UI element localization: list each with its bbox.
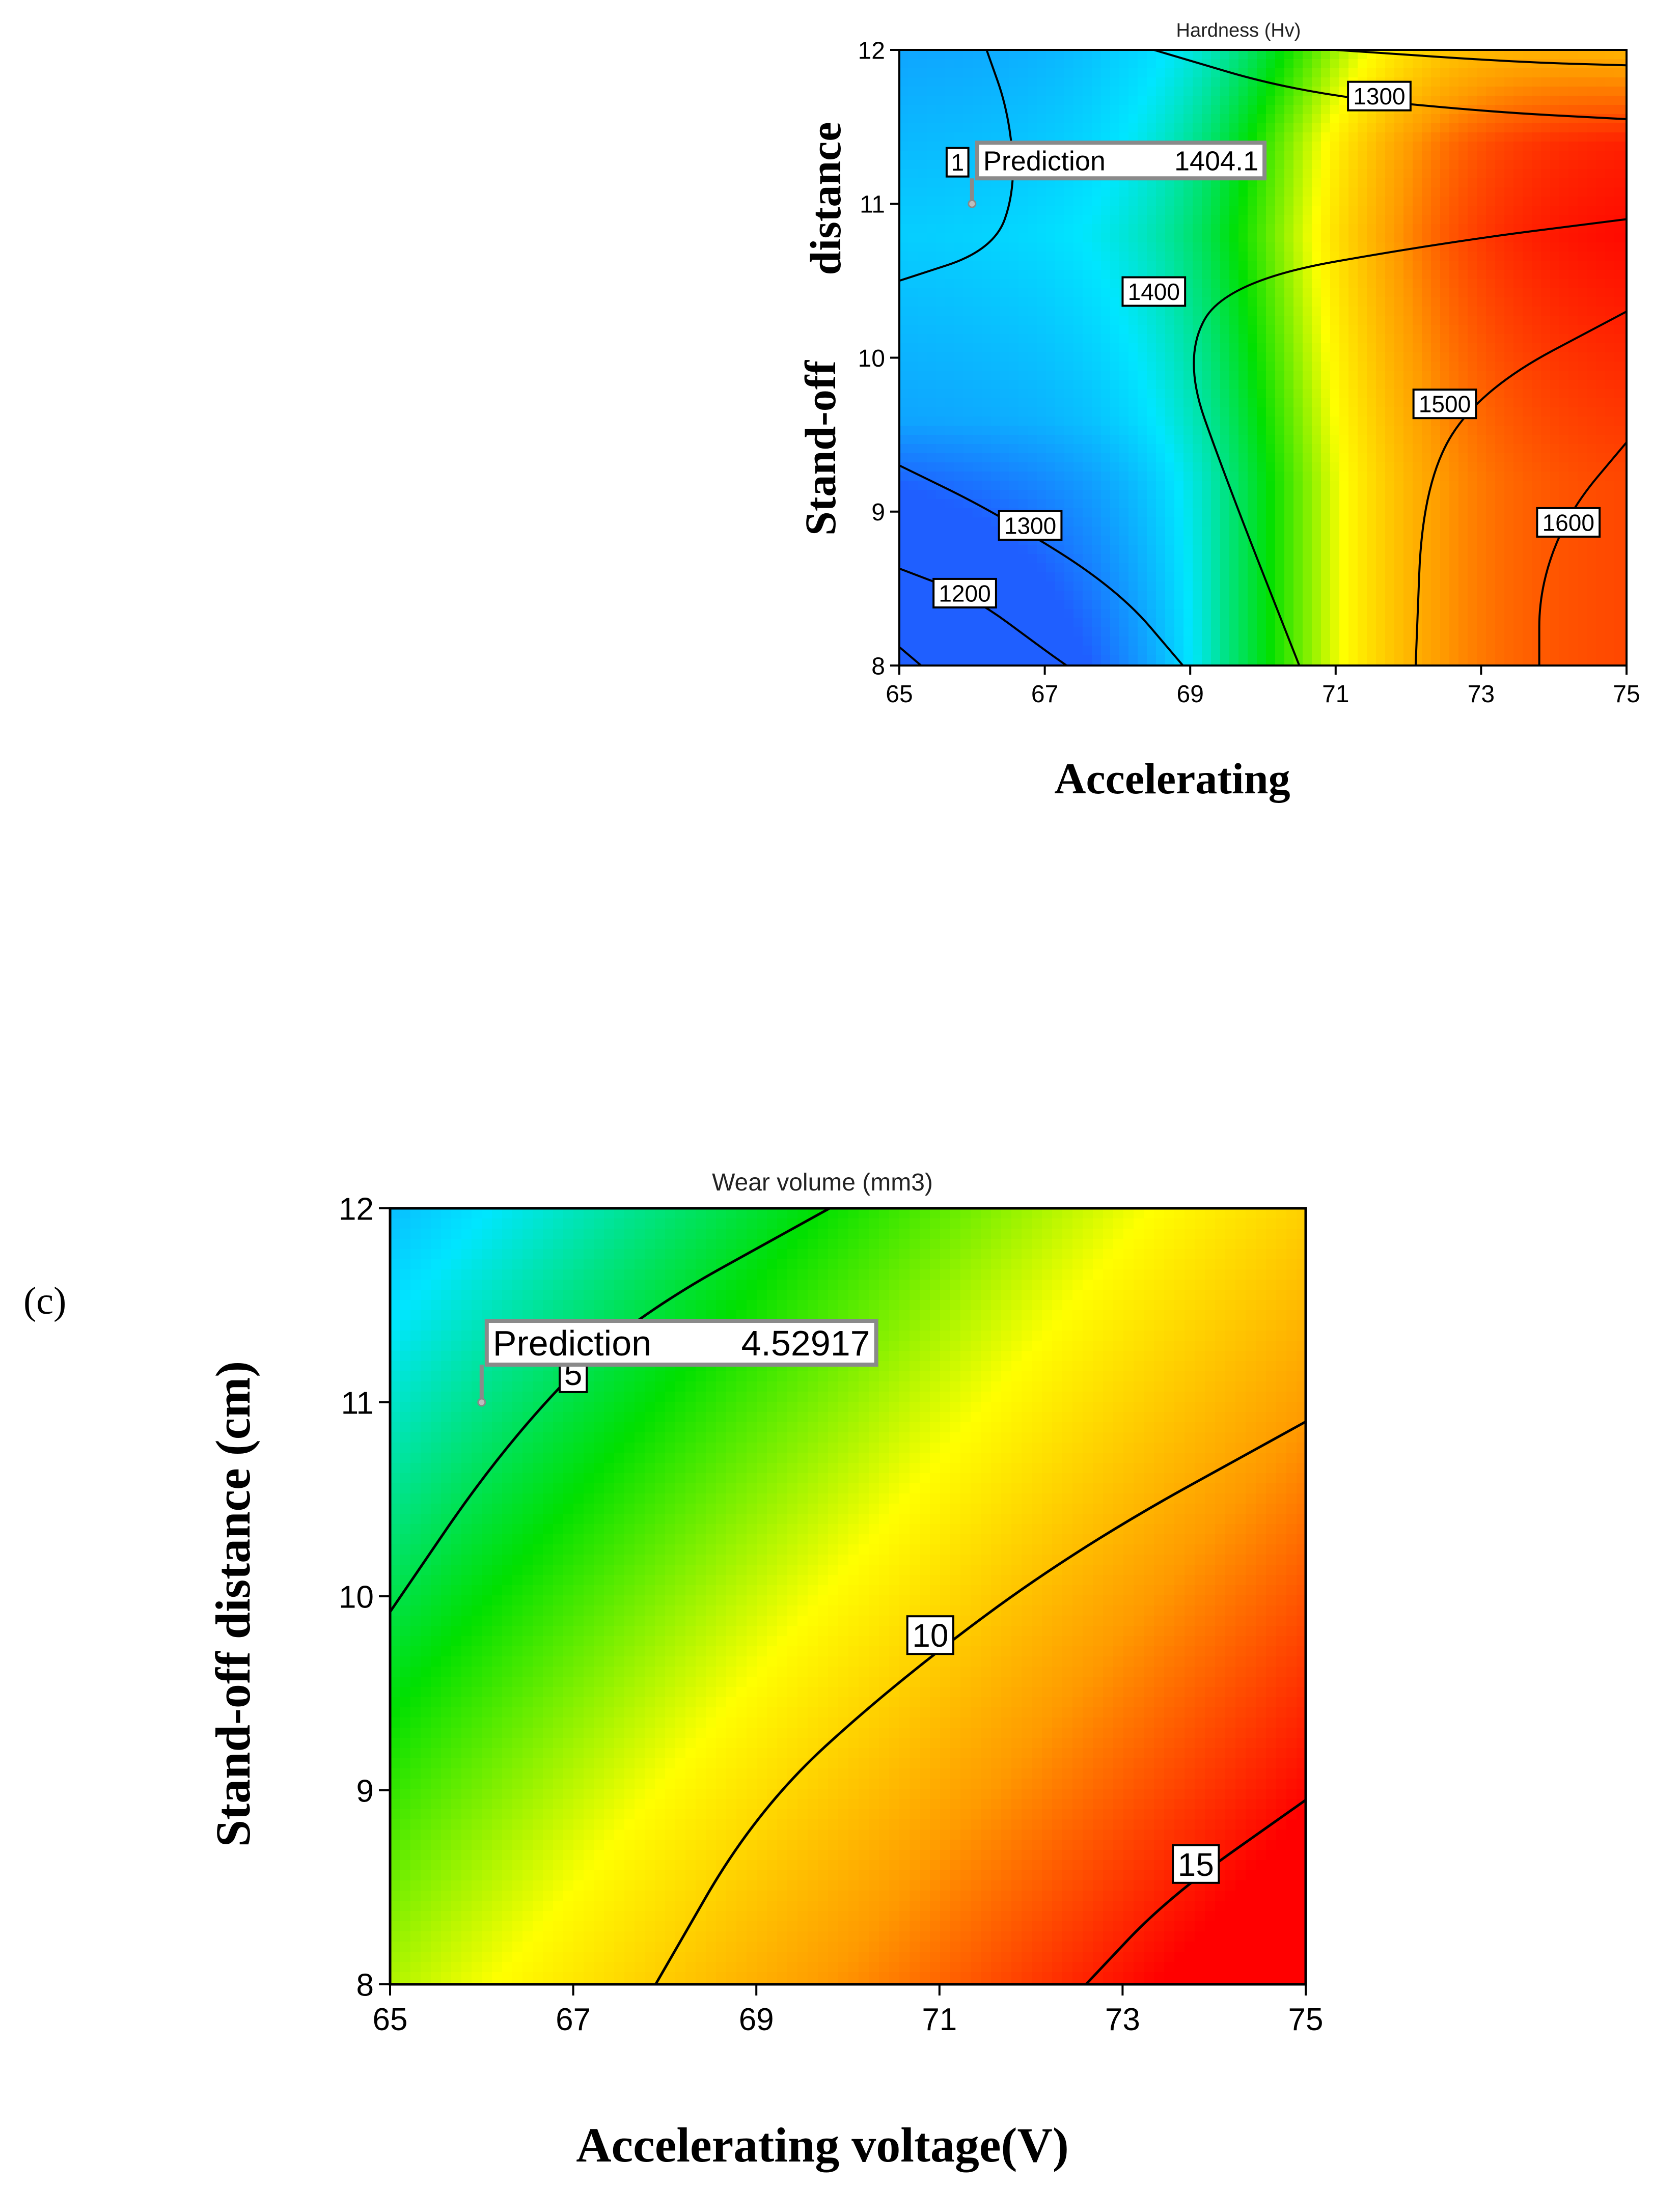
x-tick-label: 65: [373, 2002, 408, 2037]
y-axis-title-part2: distance: [801, 122, 850, 275]
chart-title: Hardness (Hv): [1176, 20, 1301, 41]
y-tick-label: 12: [858, 37, 885, 64]
y-axis-title-part1: Stand-off: [796, 360, 845, 536]
contour-label: 10: [907, 1616, 953, 1654]
contour-label: 1300: [1348, 82, 1411, 110]
x-tick-label: 71: [922, 2002, 957, 2037]
contour-label-text: 1500: [1419, 391, 1471, 418]
x-tick-label: 73: [1468, 681, 1495, 708]
contour-label: 1500: [1414, 390, 1476, 418]
chart-title: Wear volume (mm3): [712, 1169, 933, 1196]
y-tick-label: 10: [858, 345, 885, 372]
x-tick-label: 69: [739, 2002, 774, 2037]
hardness-contour-chart: Hardness (Hv) 1300 1 1400 1500 1600 1300 1200 …: [796, 20, 1640, 803]
prediction-point: [478, 1399, 485, 1406]
x-tick-label: 65: [886, 681, 913, 708]
panel-label: (c): [23, 1280, 66, 1322]
contour-label-text: 1600: [1543, 509, 1594, 536]
x-axis: 65 67 69 71 73 75: [886, 666, 1640, 708]
y-tick-label: 8: [871, 653, 885, 680]
y-axis-title: Stand-off distance (cm): [206, 1361, 260, 1847]
y-tick-label: 8: [356, 1968, 374, 2003]
contour-label-text: 1400: [1128, 279, 1180, 305]
y-tick-label: 11: [860, 191, 885, 218]
contour-label-text: 1200: [939, 580, 990, 607]
x-tick-label: 71: [1322, 681, 1349, 708]
x-axis-title: Accelerating: [1054, 754, 1290, 803]
x-axis: 65 67 69 71 73 75: [373, 1984, 1324, 2037]
contour-label: 1300: [999, 511, 1062, 540]
x-tick-label: 69: [1177, 681, 1204, 708]
prediction-value: 1404.1: [1174, 146, 1258, 177]
x-axis-title: Accelerating voltage(V): [576, 2118, 1069, 2172]
x-tick-label: 67: [1031, 681, 1058, 708]
x-tick-label: 75: [1613, 681, 1640, 708]
prediction-point: [969, 200, 976, 207]
contour-label-text: 1300: [1004, 513, 1056, 539]
contour-label: 1: [947, 148, 969, 177]
prediction-value: 4.52917: [741, 1323, 870, 1363]
x-tick-label: 75: [1288, 2002, 1324, 2037]
y-tick-label: 12: [339, 1192, 374, 1227]
contour-label-text: 10: [912, 1617, 948, 1654]
y-tick-label: 11: [341, 1386, 374, 1421]
contour-label: 1600: [1537, 508, 1600, 537]
y-tick-label: 9: [356, 1774, 374, 1809]
prediction-label: Prediction: [493, 1323, 651, 1363]
y-tick-label: 9: [871, 499, 885, 526]
x-tick-label: 73: [1105, 2002, 1140, 2037]
contour-label: 1200: [933, 579, 996, 607]
x-tick-label: 67: [556, 2002, 591, 2037]
contour-label-text: 15: [1178, 1846, 1214, 1883]
y-tick-label: 10: [339, 1580, 374, 1615]
plot-area: 1300 1 1400 1500 1600 1300 1200 Prediction 1404…: [899, 50, 1633, 674]
y-axis: 8 9 10 11 12: [339, 1192, 390, 2003]
y-axis: 8 9 10 11 12: [858, 37, 899, 680]
contour-label-text: 1: [951, 149, 964, 176]
contour-label: 1400: [1122, 278, 1185, 306]
contour-label-text: 1300: [1353, 83, 1405, 109]
prediction-label: Prediction: [983, 146, 1106, 177]
contour-label: 15: [1173, 1845, 1219, 1883]
